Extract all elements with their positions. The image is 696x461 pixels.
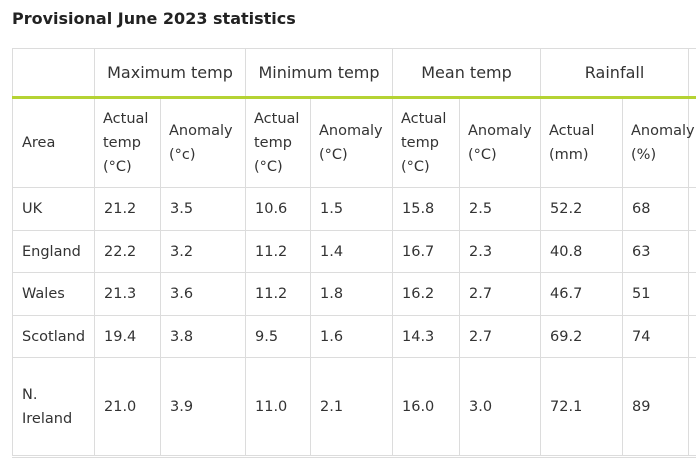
cell-overflow (688, 315, 696, 358)
cell-area: Scotland (12, 315, 95, 358)
cell-value: 3.2 (160, 230, 246, 273)
header-min-anomaly: Anomaly (°C) (310, 97, 393, 188)
header-line: temp (401, 135, 439, 151)
cell-value: 9.5 (245, 315, 311, 358)
header-line: (%) (631, 147, 657, 163)
header-line: (°c) (169, 147, 196, 163)
header-line: Actual (401, 111, 447, 127)
cell-overflow (688, 357, 696, 456)
header-max-anomaly: Anomaly (°c) (160, 97, 246, 188)
cell-value: 11.2 (245, 230, 311, 273)
cell-value: 2.3 (458, 230, 542, 273)
cell-value: 14.3 (392, 315, 460, 358)
header-min-actual: Actual temp (°C) (245, 97, 311, 188)
cell-value: 21.3 (94, 272, 161, 316)
cell-overflow (688, 272, 696, 316)
cell-value: 3.0 (458, 357, 542, 456)
cell-value: 63 (622, 230, 690, 273)
group-header-rainfall: Rainfall (540, 48, 690, 99)
header-line: (°C) (319, 147, 348, 163)
header-line: (°C) (103, 159, 132, 175)
table-row: UK 21.2 3.5 10.6 1.5 15.8 2.5 52.2 68 (12, 187, 696, 231)
cell-value: 22.2 (94, 230, 161, 273)
group-header-mean-temp: Mean temp (391, 48, 542, 99)
header-mean-anomaly: Anomaly (°C) (458, 97, 542, 188)
group-header-min-temp: Minimum temp (245, 48, 393, 99)
cell-value: 15.8 (392, 187, 460, 231)
header-line: (°C) (254, 159, 283, 175)
header-line: Anomaly (468, 123, 532, 139)
table-row: England 22.2 3.2 11.2 1.4 16.7 2.3 40.8 … (12, 230, 696, 273)
header-line: Anomaly (169, 123, 233, 139)
cell-area: Wales (12, 272, 95, 316)
header-line: (mm) (549, 147, 589, 163)
cell-value: 16.7 (392, 230, 460, 273)
header-mean-actual: Actual temp (°C) (392, 97, 460, 188)
cell-value: 1.5 (310, 187, 393, 231)
cell-value: 52.2 (540, 187, 624, 231)
cell-value: 3.9 (160, 357, 246, 456)
cell-area: England (12, 230, 95, 273)
area-line: Ireland (22, 410, 73, 427)
subheader-row: Area Actual temp (°C) Anomaly (°c) Actua… (12, 97, 696, 188)
cell-value: 3.8 (160, 315, 246, 358)
cell-value: 1.8 (310, 272, 393, 316)
cell-area: N. Ireland (12, 357, 95, 456)
cell-value: 68 (622, 187, 690, 231)
group-header-blank (12, 48, 95, 99)
cell-value: 11.2 (245, 272, 311, 316)
cell-value: 19.4 (94, 315, 161, 358)
table-row: N. Ireland 21.0 3.9 11.0 2.1 16.0 3.0 72… (12, 357, 696, 456)
header-rain-anomaly: Anomaly (%) (622, 97, 695, 188)
header-line: Anomaly (631, 123, 695, 139)
cell-value: 16.2 (392, 272, 460, 316)
cell-overflow (688, 187, 696, 231)
cell-value: 1.4 (310, 230, 393, 273)
group-header-row: Maximum temp Minimum temp Mean temp Rain… (12, 48, 696, 99)
cell-value: 21.0 (94, 357, 161, 456)
cell-value: 1.6 (310, 315, 393, 358)
header-line: Actual (549, 123, 595, 139)
cell-value: 2.7 (458, 272, 542, 316)
cell-value: 72.1 (540, 357, 624, 456)
cell-value: 21.2 (94, 187, 161, 231)
header-line: Actual (254, 111, 300, 127)
cell-value: 51 (622, 272, 690, 316)
cell-value: 40.8 (540, 230, 624, 273)
area-line: N. (22, 386, 38, 403)
statistics-table: Maximum temp Minimum temp Mean temp Rain… (12, 48, 696, 456)
header-line: Actual (103, 111, 149, 127)
cell-value: 3.6 (160, 272, 246, 316)
cell-value: 89 (622, 357, 690, 456)
cell-area: UK (12, 187, 95, 231)
header-overflow (688, 97, 696, 188)
cell-value: 16.0 (392, 357, 460, 456)
header-line: (°C) (468, 147, 497, 163)
group-header-max-temp: Maximum temp (94, 48, 246, 99)
cell-value: 69.2 (540, 315, 624, 358)
cell-value: 11.0 (245, 357, 311, 456)
header-line: temp (254, 135, 292, 151)
cell-overflow (688, 230, 696, 273)
cell-value: 2.7 (458, 315, 542, 358)
scroll-divider (12, 457, 696, 458)
cell-value: 3.5 (160, 187, 246, 231)
table-row: Scotland 19.4 3.8 9.5 1.6 14.3 2.7 69.2 … (12, 315, 696, 358)
group-header-overflow (688, 48, 696, 99)
header-area: Area (12, 97, 95, 188)
cell-value: 46.7 (540, 272, 624, 316)
cell-value: 2.1 (310, 357, 393, 456)
cell-value: 74 (622, 315, 690, 358)
cell-value: 2.5 (458, 187, 542, 231)
header-rain-actual: Actual (mm) (540, 97, 624, 188)
cell-value: 10.6 (245, 187, 311, 231)
header-line: temp (103, 135, 141, 151)
statistics-table-container[interactable]: Maximum temp Minimum temp Mean temp Rain… (12, 48, 696, 458)
table-row: Wales 21.3 3.6 11.2 1.8 16.2 2.7 46.7 51 (12, 272, 696, 316)
header-max-actual: Actual temp (°C) (94, 97, 161, 188)
page-title: Provisional June 2023 statistics (12, 9, 296, 28)
header-line: (°C) (401, 159, 430, 175)
header-line: Anomaly (319, 123, 383, 139)
